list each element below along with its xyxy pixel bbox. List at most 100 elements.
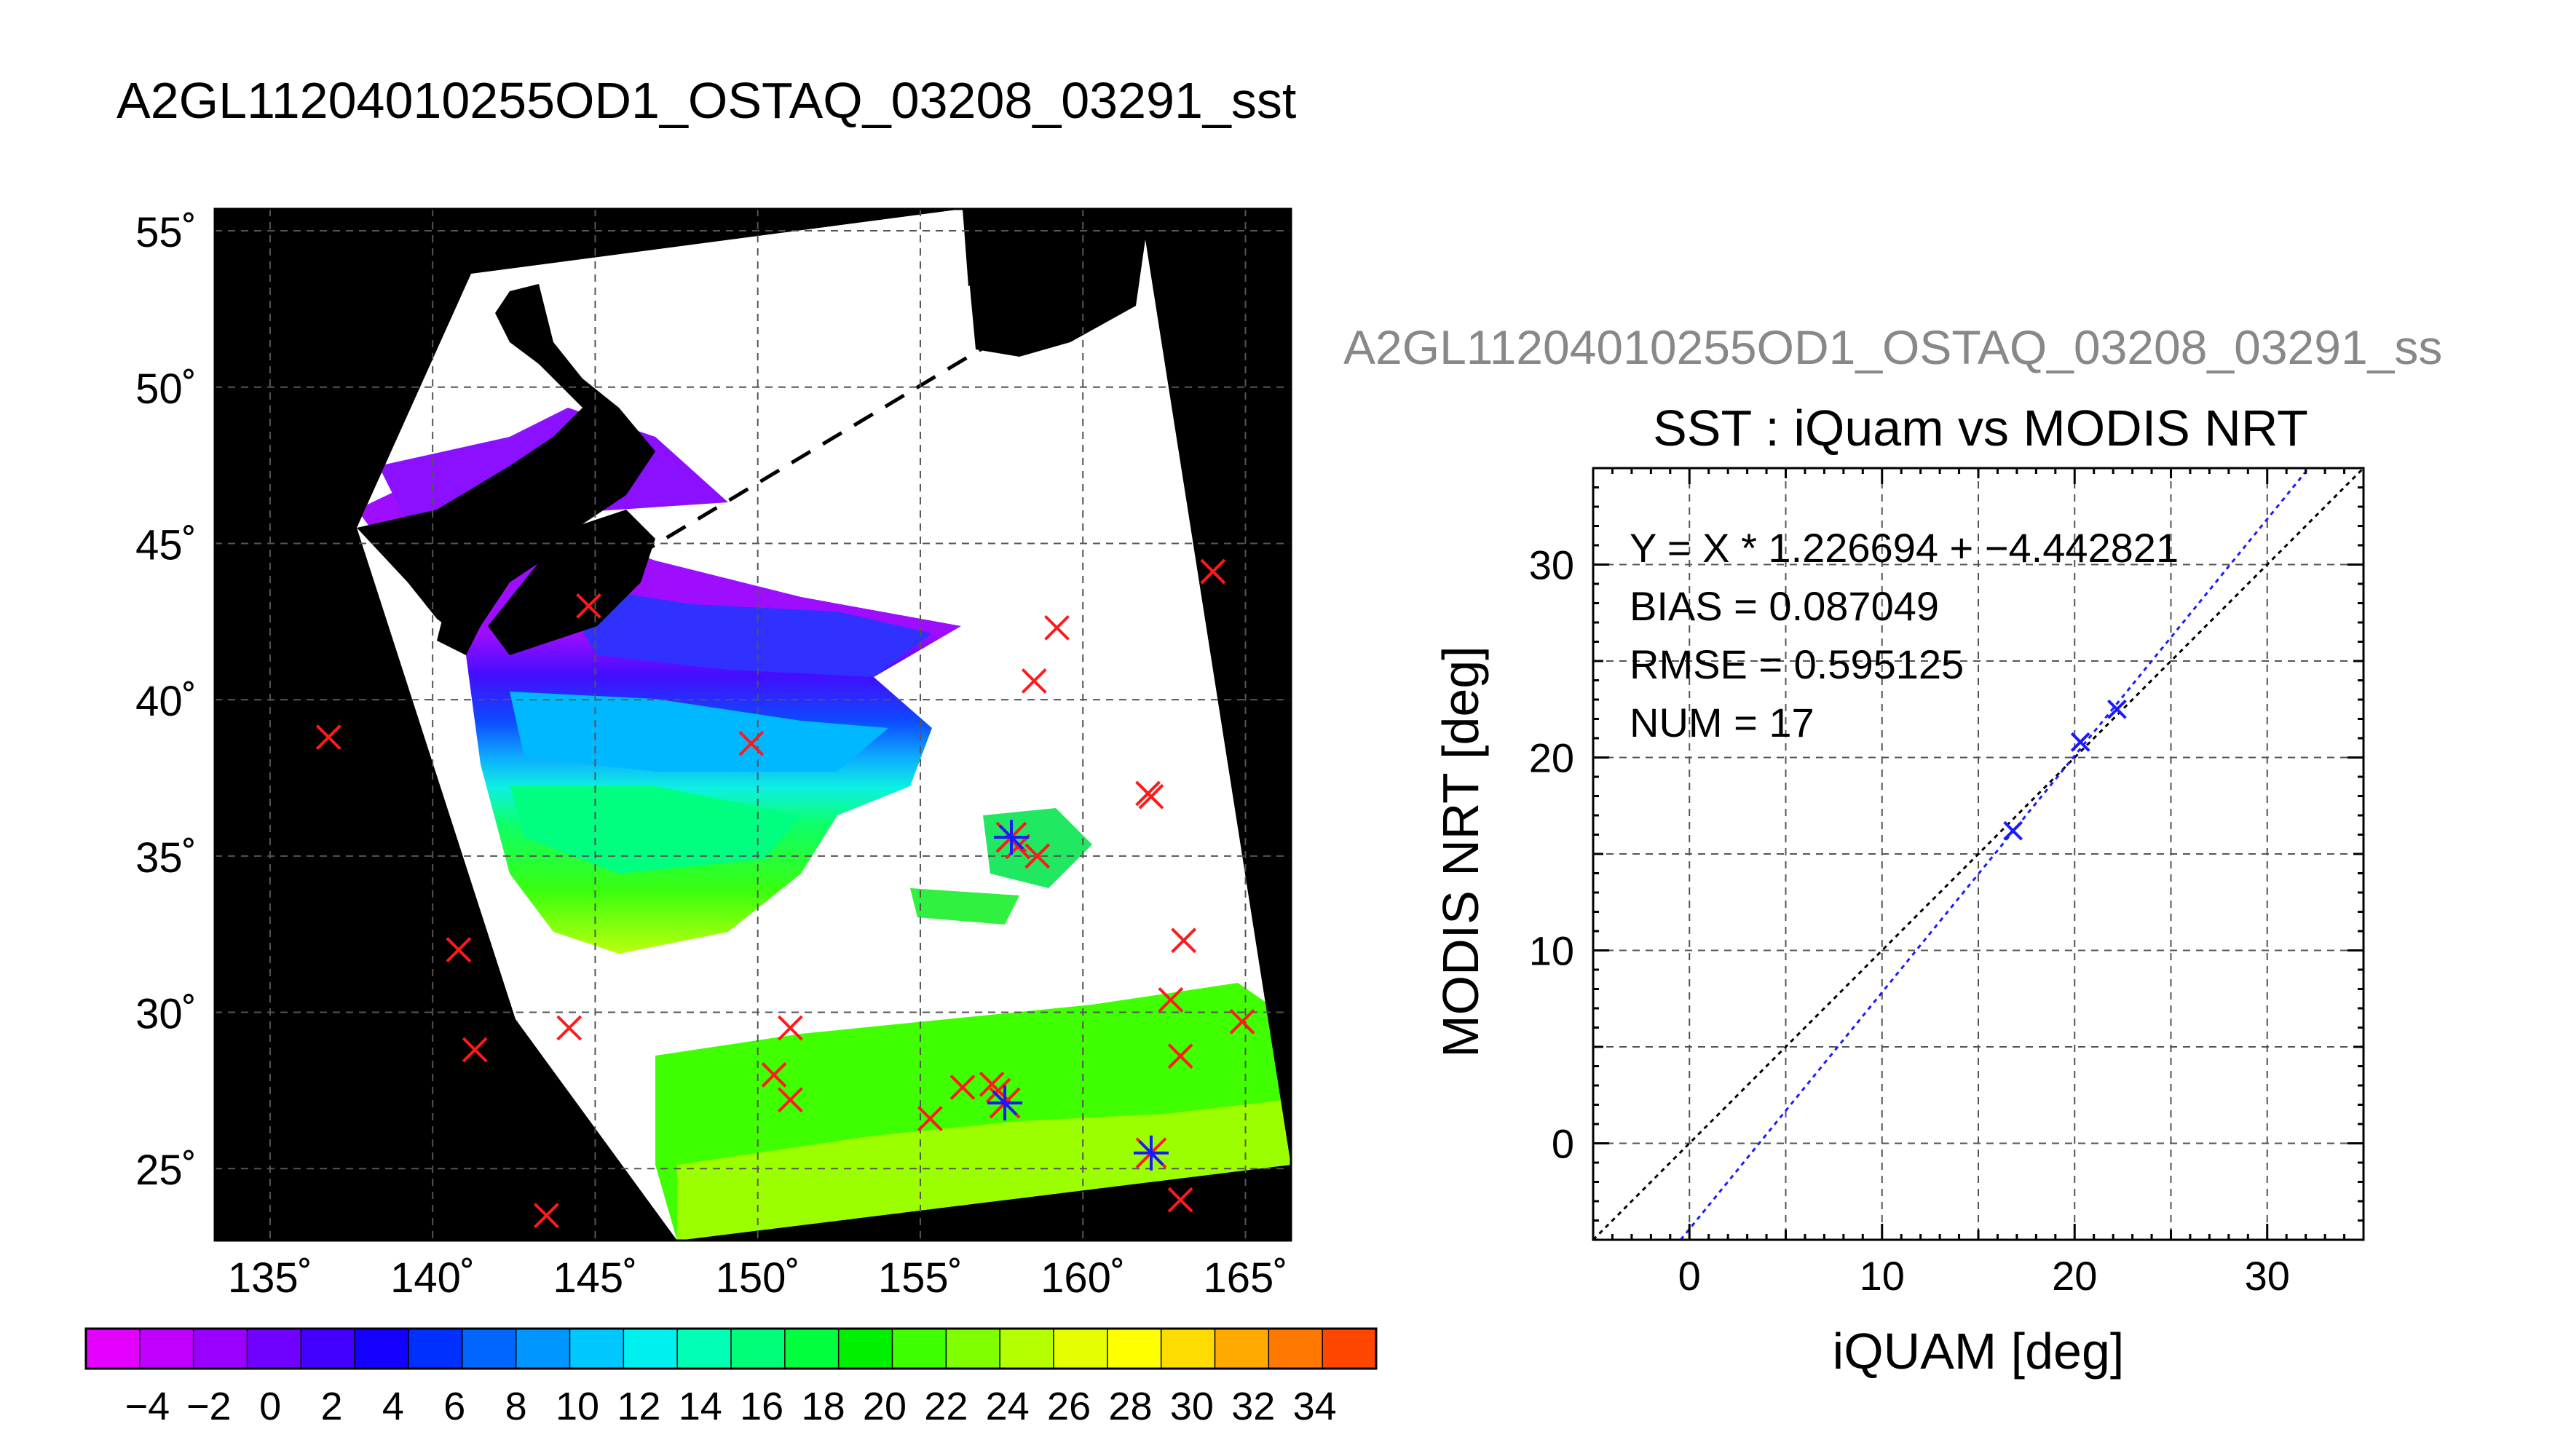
- colorbar-tick-label: −4: [125, 1385, 170, 1428]
- lon-label: 135˚: [228, 1254, 312, 1302]
- red-x-marker: [1158, 986, 1184, 1013]
- red-x-marker: [1021, 668, 1047, 694]
- scatter-y-tick-label: 30: [1529, 542, 1574, 588]
- lat-label: 25˚: [135, 1147, 197, 1194]
- colorbar-tick-label: 6: [443, 1385, 465, 1428]
- scatter-x-tick-labels: 0 10 20 30: [1678, 1253, 2290, 1299]
- map-gridlines: [215, 209, 1291, 1241]
- scatter-annotation: NUM = 17: [1630, 700, 1814, 745]
- scatter-plot: 0 10 20 30 0 10 20 30 Y = X * 1.226694 + −4.44…: [1529, 467, 2365, 1299]
- lon-label: 140˚: [390, 1254, 475, 1302]
- colorbar-cell: [246, 1328, 302, 1369]
- red-x-marker: [315, 724, 341, 751]
- red-x-marker: [1024, 843, 1051, 869]
- colorbar-tick-label: 32: [1231, 1385, 1275, 1428]
- red-x-marker: [1229, 1009, 1255, 1034]
- blue-star-marker: [987, 1085, 1023, 1121]
- scatter-x-tick-label: 20: [2052, 1253, 2097, 1299]
- longitude-labels: 135˚ 140˚ 145˚ 150˚ 155˚ 160˚ 165˚: [228, 1254, 1288, 1302]
- red-x-marker: [917, 1106, 943, 1131]
- blue-star-marker: [1133, 1135, 1169, 1171]
- red-x-marker: [576, 593, 601, 619]
- colorbar-cell: [784, 1328, 840, 1369]
- colorbar-tick-label: 30: [1170, 1385, 1214, 1428]
- scatter-y-axis-label: MODIS NRT [deg]: [1432, 646, 1489, 1057]
- red-x-marker: [462, 1037, 488, 1063]
- lon-label: 150˚: [716, 1254, 800, 1302]
- latitude-labels: 55˚ 50˚ 45˚ 40˚ 35˚ 30˚ 25˚: [135, 209, 197, 1194]
- map-frame: [213, 207, 1292, 1242]
- colorbar-cell: [837, 1328, 893, 1369]
- red-x-marker: [1044, 614, 1070, 641]
- colorbar-tick-label: 0: [259, 1385, 281, 1428]
- red-x-marker: [1171, 927, 1197, 954]
- red-x-marker: [446, 937, 472, 963]
- colorbar-cell: [1214, 1328, 1270, 1369]
- colorbar-tick-label: 10: [556, 1385, 599, 1428]
- red-x-marker: [1167, 1043, 1193, 1069]
- colorbar-tick-label: 18: [802, 1385, 845, 1428]
- lat-label: 55˚: [135, 209, 197, 256]
- lon-label: 155˚: [878, 1254, 963, 1302]
- red-x-marker: [761, 1062, 787, 1088]
- colorbar-tick-label: 28: [1108, 1385, 1152, 1428]
- scatter-x-axis-label: iQUAM [deg]: [1833, 1323, 2125, 1380]
- red-x-marker: [949, 1075, 976, 1101]
- scatter-y-tick-labels: 0 10 20 30: [1529, 542, 1574, 1167]
- colorbar-tick-label: 24: [986, 1385, 1030, 1428]
- colorbar-tick-label: 16: [740, 1385, 783, 1428]
- scatter-title: SST : iQuam vs MODIS NRT: [1653, 400, 2308, 456]
- scatter-y-tick-label: 10: [1529, 928, 1574, 974]
- scatter-annotation: RMSE = 0.595125: [1630, 641, 1964, 687]
- colorbar: −4 −2 0 2 4 6 8 10 12 14 16 18 20 22 24 26 28 30 32 34: [84, 1327, 1378, 1428]
- lat-label: 50˚: [135, 365, 197, 413]
- colorbar-cells: [85, 1328, 1378, 1369]
- scatter-x-tick-label: 0: [1678, 1253, 1701, 1299]
- colorbar-labels: −4 −2 0 2 4 6 8 10 12 14 16 18 20 22 24 26 28 30 32 34: [125, 1385, 1337, 1428]
- colorbar-tick-label: 14: [679, 1385, 722, 1428]
- colorbar-cell: [1268, 1328, 1324, 1369]
- colorbar-cell: [85, 1328, 141, 1369]
- red-x-marker: [738, 730, 765, 756]
- colorbar-cell: [515, 1328, 571, 1369]
- colorbar-cell: [623, 1328, 679, 1369]
- red-x-marker: [534, 1203, 559, 1229]
- blue-star-marker: [993, 820, 1029, 855]
- lon-label: 165˚: [1203, 1254, 1287, 1302]
- colorbar-cell: [300, 1328, 356, 1369]
- colorbar-cell: [891, 1328, 947, 1369]
- sst-map-panel: 55˚ 50˚ 45˚ 40˚ 35˚ 30˚ 25˚ 135˚ 140˚ 145˚ 150˚ 15…: [135, 207, 1292, 1302]
- colorbar-cell: [408, 1328, 464, 1369]
- colorbar-tick-label: 20: [863, 1385, 907, 1428]
- lat-label: 30˚: [135, 991, 197, 1038]
- colorbar-tick-label: −2: [186, 1385, 232, 1428]
- colorbar-tick-label: 12: [617, 1385, 660, 1428]
- scatter-annotation: Y = X * 1.226694 + −4.442821: [1630, 525, 2179, 571]
- lat-label: 45˚: [135, 521, 197, 569]
- colorbar-frame: [84, 1327, 1378, 1370]
- lon-label: 145˚: [553, 1254, 637, 1302]
- red-x-marker: [1138, 783, 1164, 810]
- colorbar-cell: [1322, 1328, 1378, 1369]
- red-x-marker: [777, 1087, 803, 1113]
- scatter-point: [2070, 732, 2090, 752]
- scatter-point: [2107, 699, 2127, 719]
- colorbar-tick-label: 22: [924, 1385, 968, 1428]
- colorbar-cell: [999, 1328, 1055, 1369]
- colorbar-cell: [569, 1328, 625, 1369]
- scatter-y-tick-label: 20: [1529, 735, 1574, 781]
- scatter-x-tick-label: 10: [1860, 1253, 1905, 1299]
- colorbar-tick-label: 2: [321, 1385, 343, 1428]
- colorbar-cell: [462, 1328, 517, 1369]
- colorbar-cell: [139, 1328, 194, 1369]
- colorbar-cell: [192, 1328, 248, 1369]
- colorbar-tick-label: 34: [1293, 1385, 1337, 1428]
- colorbar-cell: [945, 1328, 1001, 1369]
- scatter-header: A2GL11204010255OD1_OSTAQ_03208_03291_ss: [1343, 320, 2442, 374]
- colorbar-cell: [1160, 1328, 1216, 1369]
- colorbar-tick-label: 26: [1047, 1385, 1091, 1428]
- colorbar-cell: [676, 1328, 732, 1369]
- scatter-point: [2003, 820, 2023, 841]
- red-x-marker: [556, 1015, 583, 1041]
